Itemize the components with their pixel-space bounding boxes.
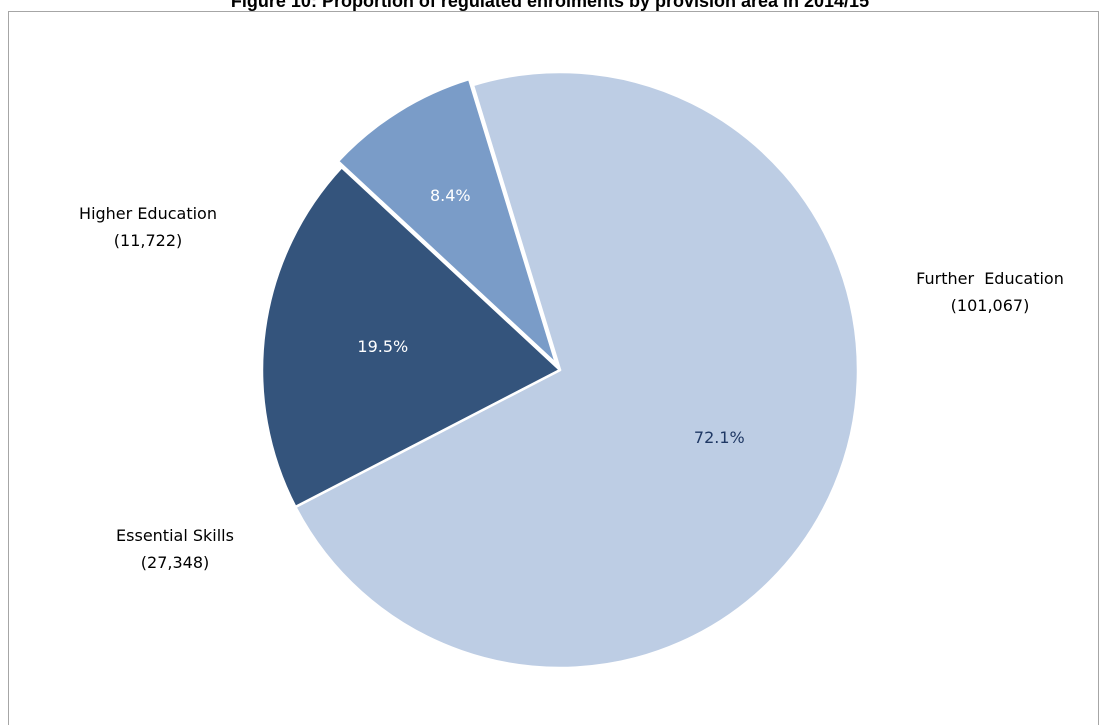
pie-slice-further-education bbox=[294, 70, 860, 670]
category-name-label: Essential Skills bbox=[116, 526, 234, 545]
plot-frame bbox=[8, 11, 1099, 725]
chart-title: Figure 10: Proportion of regulated enrol… bbox=[230, 0, 870, 11]
category-name-label: Higher Education bbox=[79, 204, 217, 223]
slice-percent-label: 72.1% bbox=[694, 428, 745, 447]
category-count-label: (11,722) bbox=[114, 231, 182, 250]
category-count-label: (27,348) bbox=[141, 553, 209, 572]
category-name-label: Further Education bbox=[916, 269, 1064, 288]
pie-slice-essential-skills bbox=[260, 165, 562, 509]
category-count-label: (101,067) bbox=[951, 296, 1030, 315]
pie-slice-higher-education bbox=[336, 77, 558, 366]
slice-percent-label: 19.5% bbox=[357, 337, 408, 356]
slice-percent-label: 8.4% bbox=[430, 186, 471, 205]
